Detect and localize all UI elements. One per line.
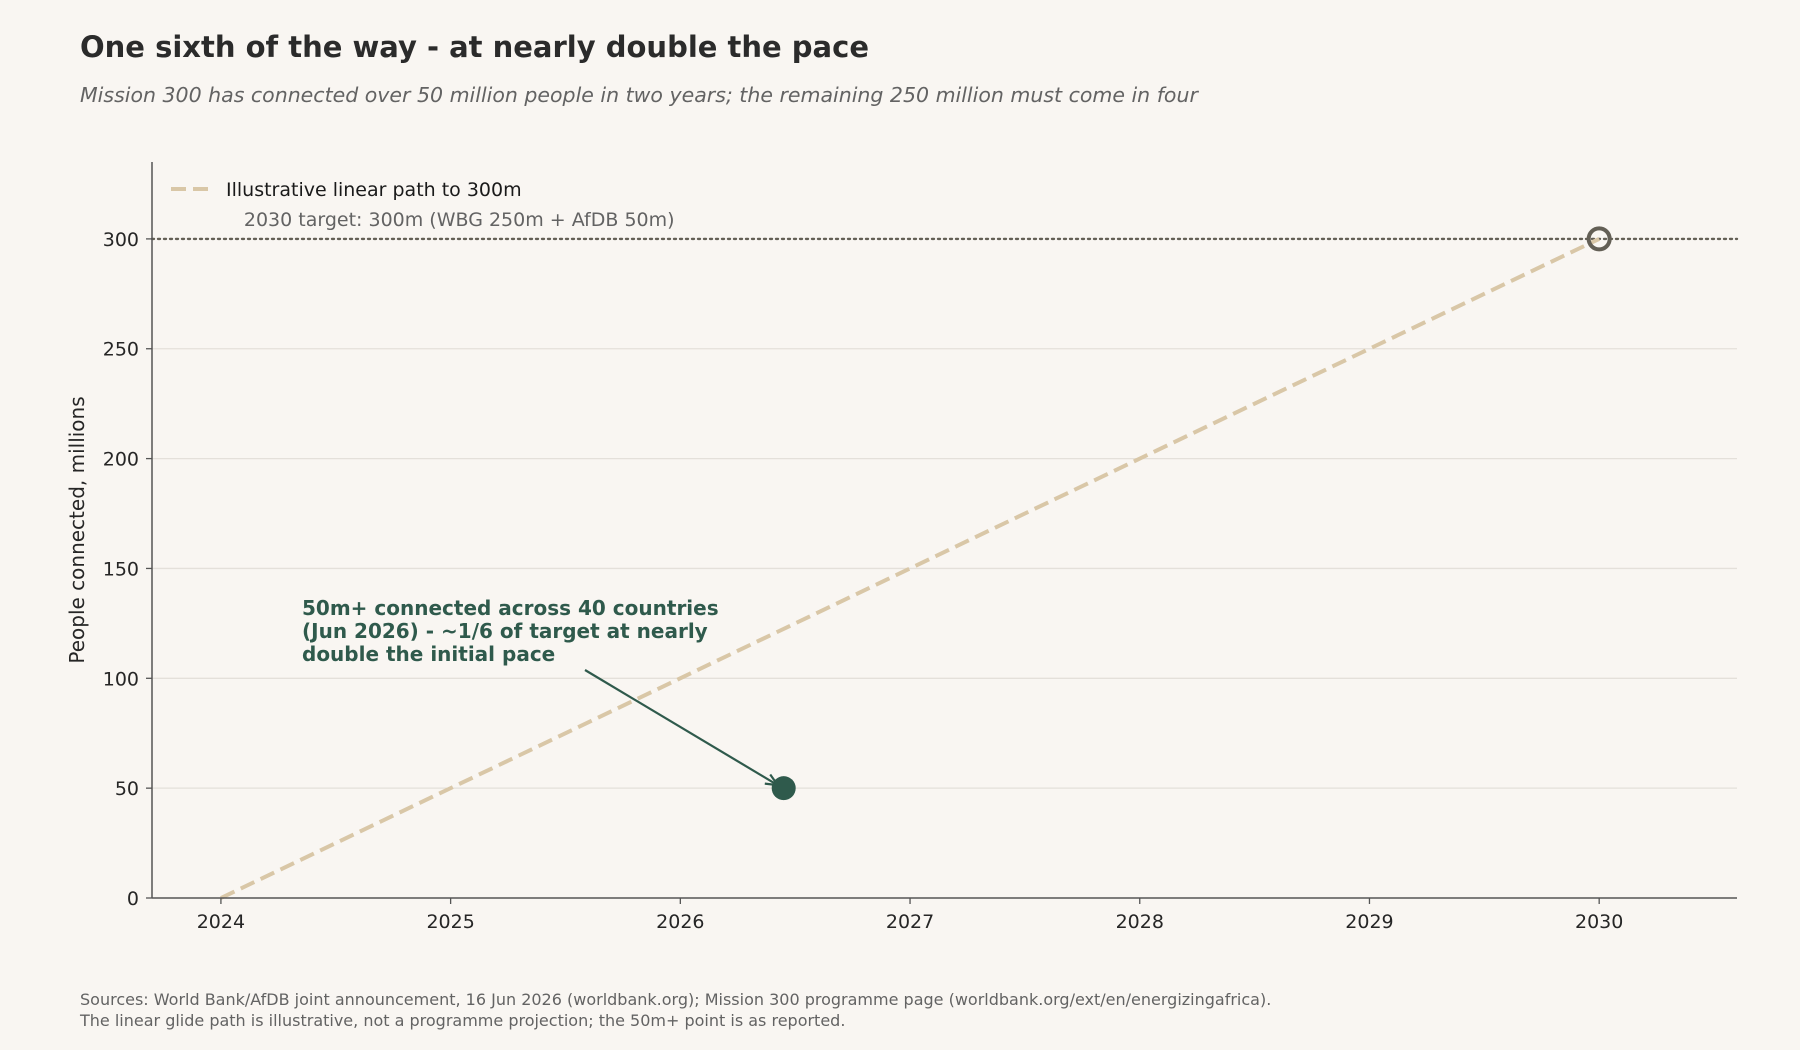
target-reference-label: 2030 target: 300m (WBG 250m + AfDB 50m) xyxy=(244,209,675,231)
reference-layer: 2030 target: 300m (WBG 250m + AfDB 50m) xyxy=(150,209,1739,241)
series-line xyxy=(220,237,1601,900)
legend: Illustrative linear path to 300m xyxy=(171,179,522,201)
annotation-layer: 50m+ connected across 40 countries(Jun 2… xyxy=(302,596,781,787)
points-layer xyxy=(771,226,1612,801)
y-tick-label: 0 xyxy=(127,888,139,910)
x-tick-label: 2025 xyxy=(426,911,474,933)
y-tick-label: 50 xyxy=(115,778,139,800)
gridlines xyxy=(152,348,1737,789)
y-tick-label: 200 xyxy=(103,449,139,471)
target-point xyxy=(1586,226,1612,252)
y-tick-label: 150 xyxy=(103,558,139,580)
x-tick-label: 2030 xyxy=(1575,911,1623,933)
y-axis-label: People connected, millions xyxy=(65,396,89,663)
actual-point xyxy=(771,776,796,801)
series-layer xyxy=(220,237,1601,900)
source-line: The linear glide path is illustrative, n… xyxy=(80,1010,846,1030)
x-tick-label: 2027 xyxy=(886,911,934,933)
y-tick-label: 300 xyxy=(103,229,139,251)
axes: 0 50 100 150 200 250 300 2024 2025 2026 2027 2028 20… xyxy=(65,162,1737,933)
x-tick-label: 2028 xyxy=(1116,911,1164,933)
x-tick-label: 2024 xyxy=(197,911,245,933)
chart-title: One sixth of the way - at nearly double … xyxy=(80,30,869,64)
source-line: Sources: World Bank/AfDB joint announcem… xyxy=(80,990,1272,1009)
x-tick-label: 2026 xyxy=(656,911,704,933)
annotation-text-line: 50m+ connected across 40 countries xyxy=(302,596,719,620)
annotation-text-line: (Jun 2026) - ~1/6 of target at nearly xyxy=(302,619,708,643)
y-tick-label: 250 xyxy=(103,339,139,361)
y-tick-label: 100 xyxy=(103,668,139,690)
chart-subtitle: Mission 300 has connected over 50 millio… xyxy=(80,83,1198,107)
annotation-arrow xyxy=(584,669,779,787)
source-note: Sources: World Bank/AfDB joint announcem… xyxy=(80,990,1271,1031)
annotation-arrowhead xyxy=(764,773,781,787)
x-tick-label: 2029 xyxy=(1345,911,1393,933)
legend-label: Illustrative linear path to 300m xyxy=(226,179,522,201)
annotation-text-line: double the initial pace xyxy=(302,642,555,666)
